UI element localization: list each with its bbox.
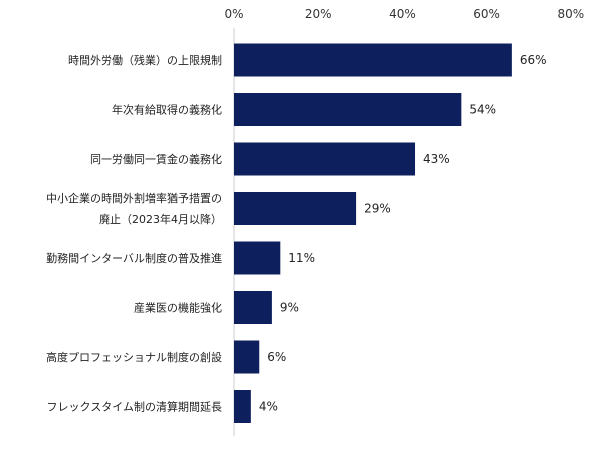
bar	[234, 340, 260, 374]
bar	[234, 93, 462, 126]
x-axis-ticks: 0% 20% 40% 60% 80%	[224, 7, 584, 21]
category-label: フレックスタイム制の清算期間延長	[47, 400, 222, 414]
bar-value-label: 66%	[520, 53, 547, 67]
x-tick-label: 20%	[305, 7, 332, 21]
bar-value-label: 43%	[423, 152, 450, 166]
category-label: 同一労働同一賃金の義務化	[90, 152, 222, 166]
category-label: 高度プロフェッショナル制度の創設	[46, 350, 222, 364]
bar-value-label: 29%	[364, 202, 391, 216]
category-label: 年次有給取得の義務化	[112, 103, 222, 117]
bar-value-label: 11%	[288, 251, 315, 265]
x-tick-label: 40%	[389, 7, 416, 21]
bar-value-label: 4%	[259, 400, 278, 414]
bars: 66% 時間外労働（残業）の上限規制 54% 年次有給取得の義務化 43% 同一労働同一賃…	[46, 43, 547, 423]
bar	[234, 142, 416, 176]
bar	[234, 291, 272, 324]
x-tick-label: 0%	[224, 7, 243, 21]
category-label: 中小企業の時間外割増率猶予措置の	[46, 191, 222, 205]
category-label: 産業医の機能強化	[134, 301, 222, 315]
x-tick-label: 60%	[473, 7, 500, 21]
bar	[234, 192, 357, 225]
bar	[234, 241, 281, 275]
category-label: 廃止（2023年4月以降）	[99, 212, 222, 226]
bar-value-label: 6%	[267, 350, 286, 364]
x-tick-label: 80%	[557, 7, 584, 21]
bar-value-label: 54%	[469, 103, 496, 117]
category-label: 勤務間インターバル制度の普及推進	[46, 251, 222, 265]
bar	[234, 43, 512, 77]
bar	[234, 390, 251, 423]
category-label: 時間外労働（残業）の上限規制	[68, 53, 222, 67]
bar-value-label: 9%	[280, 301, 299, 315]
